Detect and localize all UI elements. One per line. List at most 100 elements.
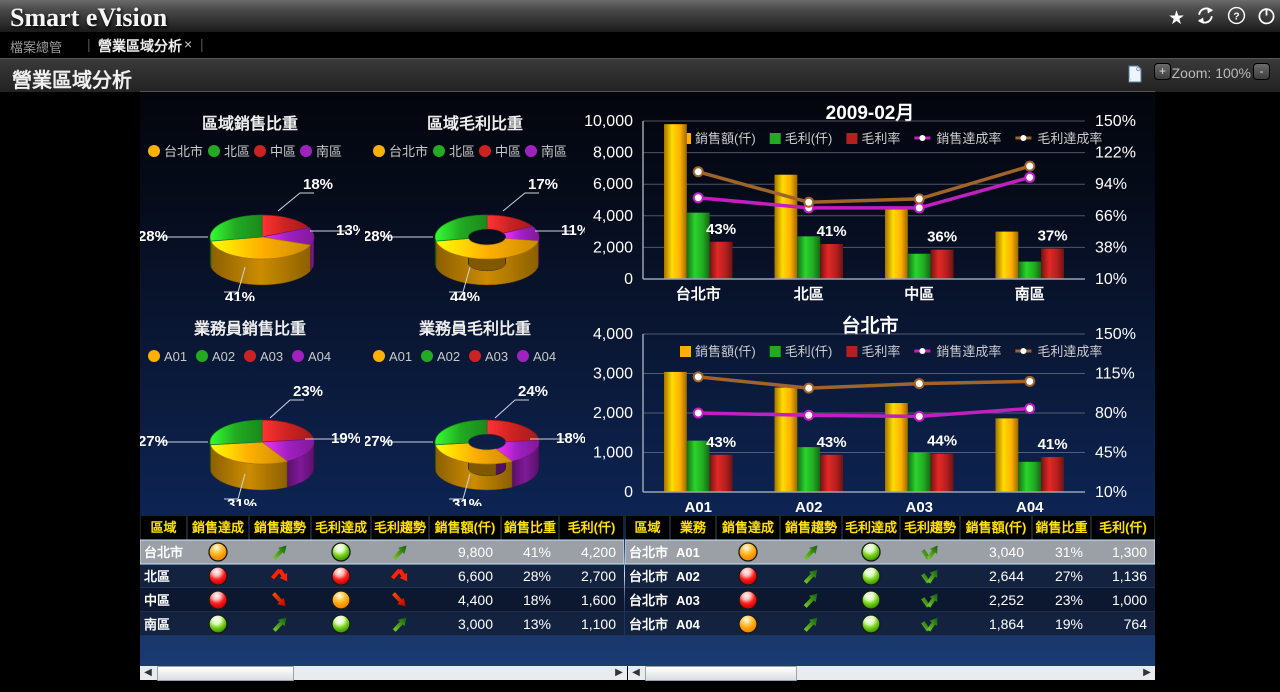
svg-text:41%: 41% xyxy=(523,544,551,560)
svg-text:A04: A04 xyxy=(533,349,556,364)
svg-text:43%: 43% xyxy=(817,434,847,451)
svg-text:南區: 南區 xyxy=(1015,285,1045,301)
svg-text:A04: A04 xyxy=(308,349,331,364)
svg-text:28%: 28% xyxy=(523,568,551,584)
svg-text:41%: 41% xyxy=(1038,436,1068,453)
svg-text:1,864: 1,864 xyxy=(989,616,1024,632)
svg-text:17%: 17% xyxy=(528,176,558,193)
svg-text:43%: 43% xyxy=(706,434,736,451)
svg-text:中區: 中區 xyxy=(270,144,296,159)
svg-text:150%: 150% xyxy=(1095,326,1136,343)
svg-text:A01: A01 xyxy=(676,545,700,560)
svg-text:115%: 115% xyxy=(1095,366,1135,383)
svg-text:台北市: 台北市 xyxy=(629,545,668,560)
svg-text:區域毛利比重: 區域毛利比重 xyxy=(427,114,523,133)
svg-text:A03: A03 xyxy=(485,349,508,364)
svg-text:A02: A02 xyxy=(437,349,460,364)
svg-text:A01: A01 xyxy=(164,349,187,364)
svg-text:毛利(仟): 毛利(仟) xyxy=(1099,520,1147,535)
svg-text:44%: 44% xyxy=(450,289,480,301)
svg-text:A02: A02 xyxy=(795,499,823,514)
svg-text:66%: 66% xyxy=(1095,208,1127,225)
svg-text:2,700: 2,700 xyxy=(581,568,616,584)
svg-text:10%: 10% xyxy=(1095,271,1127,288)
svg-text:中區: 中區 xyxy=(904,285,934,301)
svg-text:A02: A02 xyxy=(676,569,700,584)
svg-text:11%: 11% xyxy=(561,222,585,239)
svg-text:8,000: 8,000 xyxy=(593,145,633,162)
svg-text:31%: 31% xyxy=(1055,544,1083,560)
svg-text:4,000: 4,000 xyxy=(593,208,633,225)
svg-text:4,000: 4,000 xyxy=(593,326,633,343)
svg-text:2,000: 2,000 xyxy=(593,239,633,256)
svg-text:銷售達成率: 銷售達成率 xyxy=(936,131,1001,146)
svg-text:3,000: 3,000 xyxy=(593,366,633,383)
svg-text:北區: 北區 xyxy=(144,569,170,584)
svg-text:10%: 10% xyxy=(1095,484,1127,501)
svg-text:銷售達成率: 銷售達成率 xyxy=(936,344,1001,359)
svg-text:27%: 27% xyxy=(140,433,168,450)
svg-text:18%: 18% xyxy=(523,592,551,608)
svg-text:122%: 122% xyxy=(1095,145,1136,162)
svg-text:台北市: 台北市 xyxy=(389,144,428,159)
svg-text:37%: 37% xyxy=(1038,228,1068,245)
svg-text:9,800: 9,800 xyxy=(458,544,493,560)
svg-text:業務: 業務 xyxy=(679,520,707,535)
svg-text:2,644: 2,644 xyxy=(989,568,1024,584)
svg-text:區域: 區域 xyxy=(150,520,176,535)
svg-text:24%: 24% xyxy=(518,383,548,400)
svg-text:A03: A03 xyxy=(905,499,933,514)
svg-text:94%: 94% xyxy=(1095,176,1127,193)
svg-text:業務員銷售比重: 業務員銷售比重 xyxy=(193,319,306,338)
svg-text:區域: 區域 xyxy=(634,520,660,535)
svg-text:13%: 13% xyxy=(336,222,360,239)
svg-text:北區: 北區 xyxy=(224,144,250,159)
svg-text:銷售額(仟): 銷售額(仟) xyxy=(435,520,496,535)
svg-text:毛利達成率: 毛利達成率 xyxy=(1037,344,1102,359)
svg-text:中區: 中區 xyxy=(495,144,521,159)
svg-text:1,600: 1,600 xyxy=(581,592,616,608)
svg-text:台北市: 台北市 xyxy=(629,569,668,584)
svg-text:A01: A01 xyxy=(684,499,712,514)
svg-text:28%: 28% xyxy=(140,228,168,245)
svg-text:36%: 36% xyxy=(927,229,957,246)
svg-text:41%: 41% xyxy=(817,223,847,240)
svg-text:1,300: 1,300 xyxy=(1112,544,1147,560)
svg-text:毛利(仟): 毛利(仟) xyxy=(568,520,616,535)
svg-text:南區: 南區 xyxy=(541,144,567,159)
svg-text:6,000: 6,000 xyxy=(593,176,633,193)
svg-text:北區: 北區 xyxy=(449,144,475,159)
svg-text:1,100: 1,100 xyxy=(581,616,616,632)
svg-text:27%: 27% xyxy=(365,433,393,450)
svg-text:2,000: 2,000 xyxy=(593,405,633,422)
svg-text:台北市: 台北市 xyxy=(164,144,203,159)
svg-text:0: 0 xyxy=(624,484,633,501)
svg-text:4,400: 4,400 xyxy=(458,592,493,608)
svg-text:44%: 44% xyxy=(927,433,957,450)
svg-text:6,600: 6,600 xyxy=(458,568,493,584)
svg-text:23%: 23% xyxy=(1055,592,1083,608)
svg-text:台北市: 台北市 xyxy=(629,617,668,632)
svg-text:銷售達成: 銷售達成 xyxy=(722,520,774,535)
svg-text:31%: 31% xyxy=(452,496,482,506)
svg-text:毛利率: 毛利率 xyxy=(861,131,900,146)
svg-text:台北市: 台北市 xyxy=(676,285,721,301)
svg-text:764: 764 xyxy=(1124,616,1148,632)
svg-text:150%: 150% xyxy=(1095,113,1136,130)
svg-text:銷售比重: 銷售比重 xyxy=(1035,520,1087,535)
svg-text:38%: 38% xyxy=(1095,239,1127,256)
svg-text:台北市: 台北市 xyxy=(144,545,183,560)
svg-text:31%: 31% xyxy=(227,496,257,506)
svg-text:毛利達成率: 毛利達成率 xyxy=(1037,131,1102,146)
svg-text:23%: 23% xyxy=(293,383,323,400)
svg-text:A04: A04 xyxy=(1016,499,1044,514)
svg-text:毛利(仟): 毛利(仟) xyxy=(785,344,833,359)
svg-text:A02: A02 xyxy=(212,349,235,364)
svg-text:銷售額(仟): 銷售額(仟) xyxy=(695,344,756,359)
svg-text:41%: 41% xyxy=(225,289,255,301)
svg-text:A03: A03 xyxy=(260,349,283,364)
svg-text:南區: 南區 xyxy=(316,144,342,159)
svg-text:0: 0 xyxy=(624,271,633,288)
svg-text:毛利趨勢: 毛利趨勢 xyxy=(904,520,956,535)
svg-text:毛利(仟): 毛利(仟) xyxy=(785,131,833,146)
